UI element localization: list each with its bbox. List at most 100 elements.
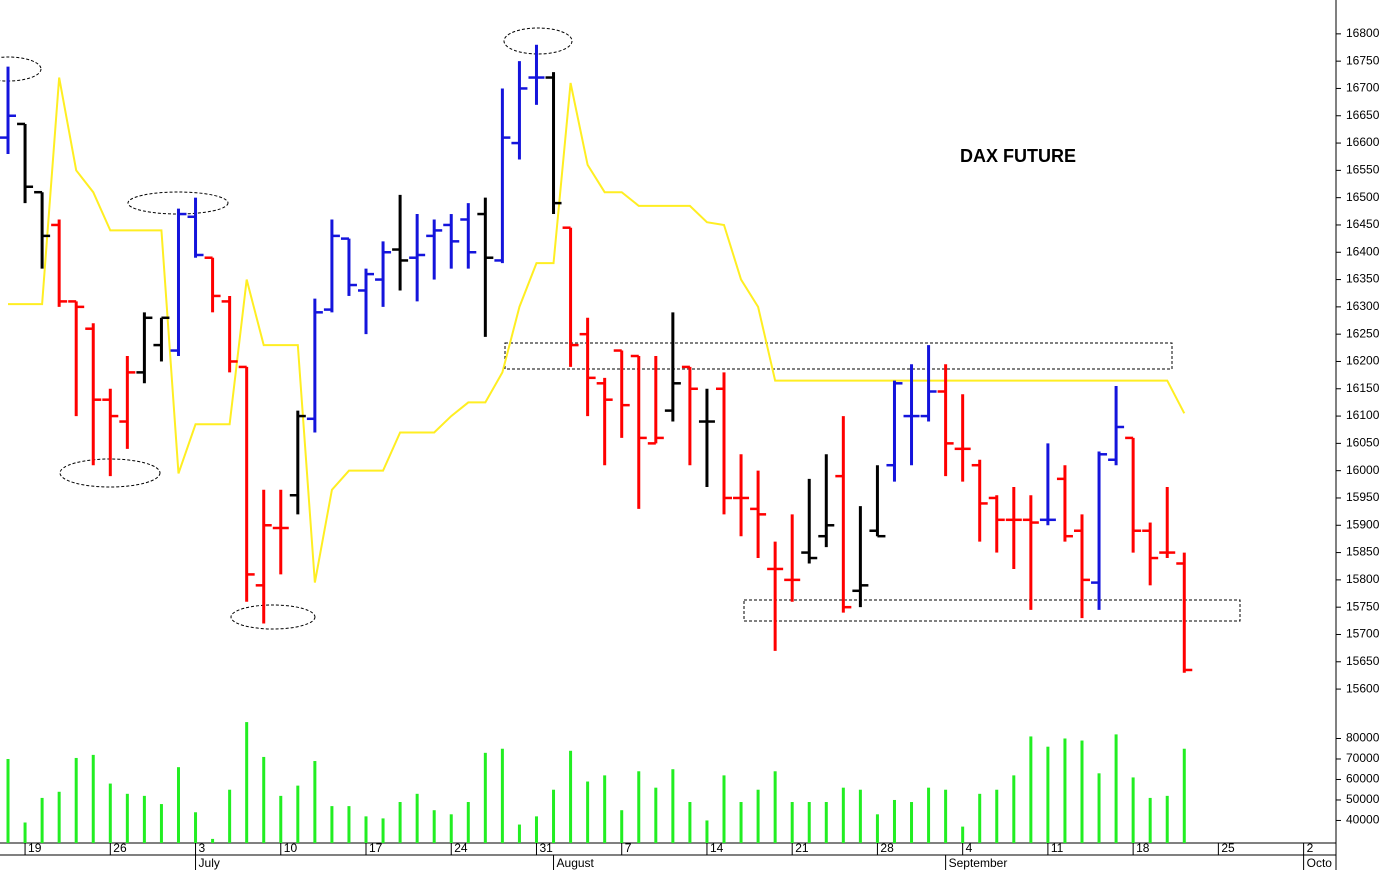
- volume-bar: [194, 812, 198, 843]
- volume-bar: [57, 791, 61, 843]
- volume-bar: [142, 795, 146, 843]
- x-tick-label: 28: [880, 841, 894, 855]
- volume-bar: [824, 802, 828, 843]
- volume-bar: [6, 758, 10, 843]
- volume-bar: [1131, 777, 1135, 843]
- y-tick-label: 16100: [1346, 408, 1380, 422]
- volume-bar: [228, 789, 232, 843]
- y-tick-label: 16050: [1346, 436, 1380, 450]
- volume-bar: [91, 754, 95, 843]
- month-label: July: [199, 856, 220, 870]
- volume-bar: [705, 820, 709, 843]
- volume-bar: [1029, 736, 1033, 843]
- volume-bar: [654, 787, 658, 843]
- y-tick-label: 60000: [1346, 772, 1380, 786]
- volume-bar: [858, 789, 862, 843]
- y-tick-label: 16600: [1346, 135, 1380, 149]
- volume-bar: [279, 795, 283, 843]
- annotation-box: [743, 599, 1241, 622]
- volume-bar: [1046, 746, 1050, 843]
- y-tick-label: 16650: [1346, 108, 1380, 122]
- volume-bar: [944, 789, 948, 843]
- volume-bar: [517, 824, 521, 843]
- y-tick-label: 16700: [1346, 81, 1380, 95]
- annotation-ellipse: [503, 27, 573, 55]
- volume-bar: [637, 771, 641, 843]
- volume-bar: [671, 769, 675, 843]
- volume-bar: [927, 787, 931, 843]
- volume-bar: [756, 789, 760, 843]
- y-tick-label: 16250: [1346, 326, 1380, 340]
- volume-bar: [739, 802, 743, 843]
- y-tick-label: 15900: [1346, 517, 1380, 531]
- volume-bar: [807, 802, 811, 843]
- volume-bar: [841, 787, 845, 843]
- x-tick-label: 18: [1136, 841, 1150, 855]
- volume-bar: [995, 789, 999, 843]
- y-tick-label: 16350: [1346, 272, 1380, 286]
- y-tick-label: 16750: [1346, 53, 1380, 67]
- volume-bar: [722, 775, 726, 843]
- y-tick-label: 16800: [1346, 26, 1380, 40]
- volume-bar: [23, 822, 27, 843]
- annotation-ellipse: [230, 604, 316, 630]
- volume-bar: [1063, 738, 1067, 843]
- volume-bar: [415, 793, 419, 843]
- x-tick-label: 10: [284, 841, 298, 855]
- month-label: August: [557, 856, 595, 870]
- volume-bar: [432, 810, 436, 843]
- y-tick-label: 15800: [1346, 572, 1380, 586]
- volume-bar: [125, 793, 129, 843]
- volume-bar: [40, 797, 44, 843]
- volume-bar: [1182, 748, 1186, 843]
- x-tick-label: 31: [539, 841, 553, 855]
- x-tick-label: 11: [1051, 841, 1064, 855]
- y-tick-label: 40000: [1346, 813, 1380, 827]
- month-label: September: [949, 856, 1008, 870]
- volume-bar: [262, 756, 266, 843]
- volume-bar: [108, 783, 112, 843]
- volume-bar: [296, 785, 300, 843]
- x-tick-label: 19: [28, 841, 42, 855]
- volume-bar: [245, 722, 249, 843]
- volume-bar: [330, 806, 334, 843]
- volume-bar: [74, 757, 78, 843]
- y-tick-label: 80000: [1346, 731, 1380, 745]
- x-tick-label: 26: [113, 841, 127, 855]
- x-tick-label: 24: [454, 841, 468, 855]
- y-tick-label: 16450: [1346, 217, 1380, 231]
- volume-bar: [159, 804, 163, 843]
- volume-bar: [1012, 775, 1016, 843]
- volume-bar: [347, 806, 351, 843]
- y-tick-label: 15600: [1346, 681, 1380, 695]
- volume-bar: [620, 810, 624, 843]
- chart-title: DAX FUTURE: [960, 146, 1076, 166]
- y-tick-label: 16300: [1346, 299, 1380, 313]
- x-tick-label: 3: [199, 841, 206, 855]
- x-tick-label: 2: [1307, 841, 1314, 855]
- volume-bar: [688, 802, 692, 843]
- y-tick-label: 15700: [1346, 627, 1380, 641]
- indicator-line: [8, 77, 1186, 583]
- y-tick-label: 15850: [1346, 545, 1380, 559]
- y-tick-label: 15750: [1346, 599, 1380, 613]
- volume-bar: [892, 799, 896, 843]
- volume-bar: [176, 767, 180, 843]
- volume-bar: [1148, 797, 1152, 843]
- volume-bar: [534, 816, 538, 843]
- volume-bar: [586, 781, 590, 843]
- y-tick-label: 50000: [1346, 792, 1380, 806]
- volume-bar: [569, 750, 573, 843]
- volume-bar: [552, 789, 556, 843]
- x-tick-label: 21: [795, 841, 809, 855]
- volume-bar: [603, 775, 607, 843]
- volume-bar: [483, 752, 487, 843]
- y-tick-label: 15950: [1346, 490, 1380, 504]
- volume-bar: [790, 802, 794, 843]
- y-tick-label: 16200: [1346, 354, 1380, 368]
- y-tick-label: 15650: [1346, 654, 1380, 668]
- y-tick-label: 16000: [1346, 463, 1380, 477]
